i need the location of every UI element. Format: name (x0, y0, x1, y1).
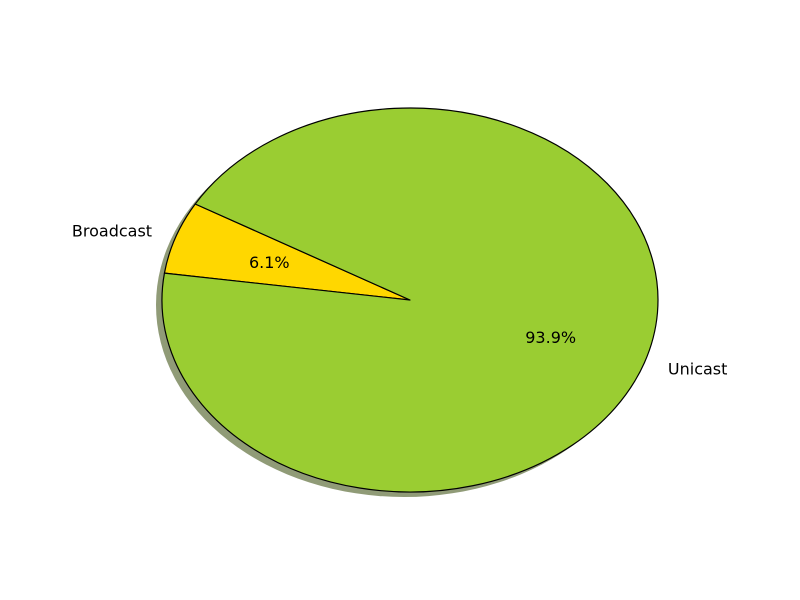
label-group: Broadcast 6.1% Unicast 93.9% (72, 222, 728, 379)
pie-slice-unicast (161, 107, 659, 493)
slice-label-broadcast: Broadcast (72, 222, 152, 241)
slice-label-unicast: Unicast (668, 359, 728, 378)
percent-label-broadcast: 6.1% (249, 253, 290, 272)
percent-label-unicast: 93.9% (525, 328, 576, 347)
pie-group (156, 107, 659, 497)
